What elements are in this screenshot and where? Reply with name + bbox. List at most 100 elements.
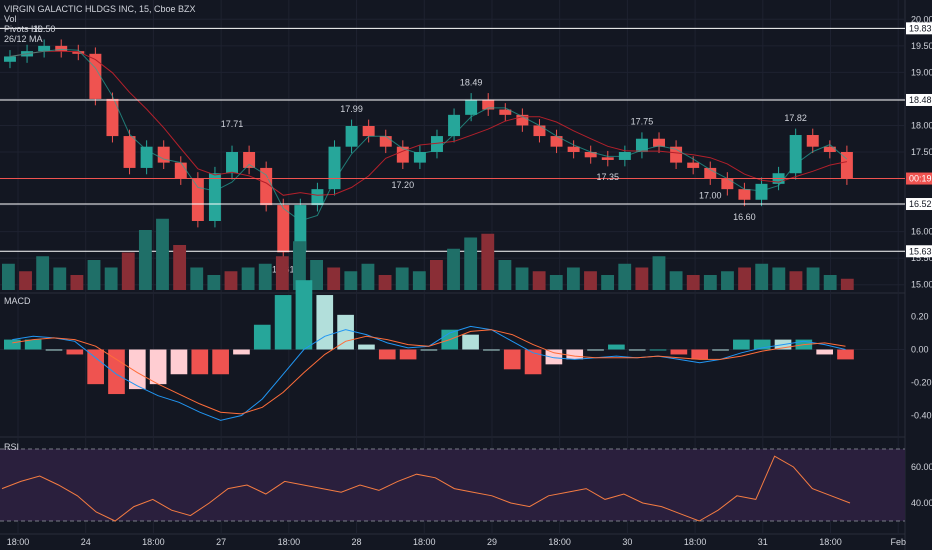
volume-bar — [104, 267, 118, 290]
chart-header: VIRGIN GALACTIC HLDGS INC, 15, Cboe BZX … — [4, 4, 196, 44]
price-tick-label: 19.50 — [911, 41, 932, 51]
indicator-pivots[interactable]: Pivots HL — [4, 24, 43, 34]
indicator-ma[interactable]: 26/12 MA — [4, 34, 43, 44]
candle-body — [482, 99, 495, 110]
macd-pane[interactable] — [0, 280, 905, 421]
candle-body — [431, 136, 443, 152]
price-pane[interactable]: 19.5017.7115.6117.9917.2018.4917.3517.75… — [0, 24, 905, 274]
volume-bar — [138, 230, 152, 290]
level-tag — [906, 245, 932, 258]
volume-bar — [258, 263, 272, 290]
level-tag — [906, 93, 932, 106]
candle-body — [89, 53, 102, 99]
candle-body — [738, 189, 751, 200]
macd-histogram-bar — [191, 349, 209, 375]
pivot-label: 18.49 — [460, 77, 483, 87]
x-tick-label: 24 — [81, 537, 91, 547]
candle-body — [533, 125, 546, 137]
x-tick-label: 31 — [758, 537, 768, 547]
macd-histogram-bar — [358, 344, 375, 350]
ma-slow-line — [9, 50, 848, 196]
pivot-label: 17.20 — [392, 180, 415, 190]
candle-body — [55, 45, 68, 52]
macd-tick-label: 0.00 — [911, 345, 929, 355]
volume-bar — [190, 267, 204, 290]
candle-body — [226, 152, 238, 174]
time-axis[interactable]: 18:00 24 18:00 27 18:00 28 18:00 29 18:00 30 18:00… — [7, 537, 906, 547]
macd-histogram-bar — [108, 349, 125, 395]
macd-histogram-bar — [462, 334, 479, 350]
candle-body — [550, 136, 563, 147]
pivot-label: 17.82 — [784, 113, 807, 123]
level-label: 15.63 — [909, 246, 932, 256]
level-tag — [906, 198, 932, 211]
volume-bar — [156, 218, 169, 290]
candle-body — [191, 178, 204, 221]
macd-histogram-bar — [733, 339, 750, 350]
candle-body — [465, 99, 478, 115]
macd-histogram-bar — [566, 349, 584, 360]
rsi-line — [1, 455, 851, 522]
macd-histogram-bar — [295, 280, 313, 350]
pivot-label: 16.60 — [733, 212, 756, 222]
macd-histogram-bar — [45, 349, 63, 351]
candle-body — [755, 183, 768, 200]
price-tick-label: 20.00 — [911, 14, 932, 24]
candle-body — [653, 138, 665, 147]
candle-body — [294, 205, 307, 253]
rsi-tick-label: 60.00 — [911, 462, 932, 472]
macd-tick-label: -0.40 — [911, 411, 932, 421]
candle-body — [72, 51, 85, 54]
volume-bar — [498, 260, 512, 290]
candle-body — [208, 173, 221, 221]
volume-bar — [53, 267, 67, 290]
rsi-pane-label[interactable]: RSI — [4, 442, 20, 452]
rsi-band — [0, 449, 905, 521]
candle-body — [4, 56, 16, 62]
candle-body — [806, 135, 819, 147]
x-tick-label: 18:00 — [413, 537, 436, 547]
chart-title: VIRGIN GALACTIC HLDGS INC, 15, Cboe BZX — [4, 4, 196, 14]
macd-histogram-bar — [274, 295, 292, 350]
volume-bar — [275, 256, 289, 290]
volume-bar — [447, 248, 460, 290]
macd-histogram-bar — [503, 349, 521, 370]
candle-body — [38, 45, 51, 52]
rsi-tick-label: 40.00 — [911, 498, 932, 508]
rsi-pane[interactable] — [0, 448, 905, 522]
candle-body — [721, 178, 734, 190]
volume-bar — [669, 271, 683, 290]
price-tick-label: 15.50 — [911, 253, 932, 263]
volume-bar — [635, 267, 649, 290]
macd-histogram-bar — [212, 349, 229, 375]
candle-body — [174, 162, 187, 179]
volume-bar — [207, 275, 221, 290]
x-tick-label: 29 — [487, 537, 497, 547]
candle-body — [635, 138, 648, 152]
volume-bar — [721, 271, 734, 290]
volume-bar — [789, 271, 803, 290]
x-tick-label: 18:00 — [684, 537, 707, 547]
volume-bar — [532, 271, 546, 290]
indicator-vol[interactable]: Vol — [4, 14, 17, 24]
macd-tick-label: -0.20 — [911, 378, 932, 388]
x-tick-label: 30 — [622, 537, 632, 547]
macd-histogram-bar — [24, 339, 42, 350]
x-tick-label: 18:00 — [142, 537, 165, 547]
x-tick-label: 18:00 — [278, 537, 301, 547]
volume-bar — [412, 271, 426, 290]
price-axis[interactable]: 15.0015.5016.0016.5017.0017.5018.0018.50… — [906, 14, 932, 508]
macd-histogram-bar — [128, 349, 146, 390]
macd-pane-label[interactable]: MACD — [4, 296, 31, 306]
macd-histogram-bar — [399, 349, 417, 360]
pivot-label: 17.71 — [221, 119, 244, 129]
macd-histogram-bar — [337, 314, 354, 350]
candle-body — [379, 136, 392, 147]
x-tick-label: 18:00 — [819, 537, 842, 547]
candle-body — [123, 136, 136, 168]
macd-histogram-bar — [608, 344, 625, 350]
candle-body — [687, 162, 700, 168]
macd-histogram-bar — [712, 349, 729, 351]
macd-histogram-bar — [837, 349, 854, 360]
